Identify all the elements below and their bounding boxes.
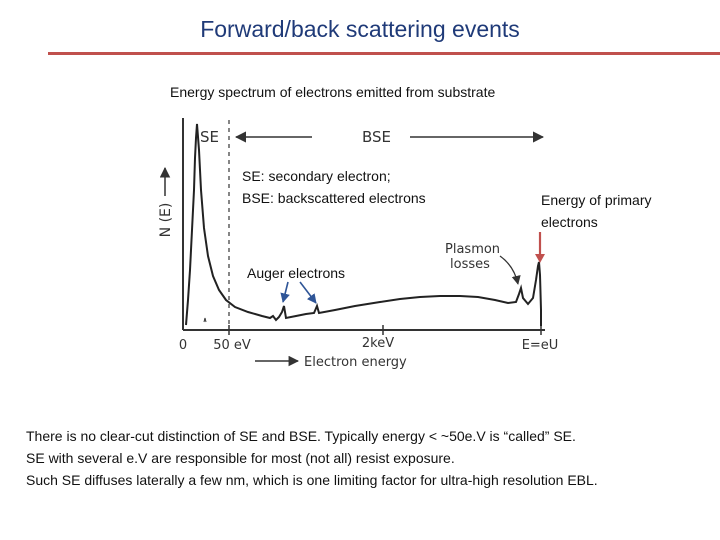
auger-arrow-1 bbox=[280, 281, 290, 303]
figure-heading: Energy spectrum of electrons emitted fro… bbox=[170, 84, 496, 100]
x-axis-label: Electron energy bbox=[304, 355, 407, 370]
low-energy-noise bbox=[203, 317, 207, 323]
se-definition: SE: secondary electron; bbox=[242, 168, 391, 184]
primary-energy-line1: Energy of primary bbox=[541, 192, 652, 208]
note-line-1: There is no clear-cut distinction of SE … bbox=[26, 428, 576, 444]
note-line-2: SE with several e.V are responsible for … bbox=[26, 450, 455, 466]
primary-energy-arrowhead bbox=[535, 254, 545, 263]
tick-label-50ev: 50 eV bbox=[213, 338, 251, 353]
spectrum-curve bbox=[185, 123, 542, 326]
plasmon-pointer bbox=[499, 255, 521, 285]
y-axis-label: N (E) bbox=[158, 203, 174, 238]
primary-energy-label: Energy of primary electrons bbox=[541, 189, 651, 233]
plasmon-label-line1: Plasmon bbox=[445, 242, 500, 257]
se-bse-definition: SE: secondary electron; BSE: backscatter… bbox=[242, 165, 426, 209]
bse-region-label: BSE bbox=[362, 128, 391, 146]
note-line-3: Such SE diffuses laterally a few nm, whi… bbox=[26, 472, 598, 488]
plasmon-label-line2: losses bbox=[450, 257, 490, 272]
bse-definition: BSE: backscattered electrons bbox=[242, 190, 426, 206]
title-divider bbox=[48, 52, 720, 55]
auger-arrow-2 bbox=[299, 281, 317, 304]
primary-energy-line2: electrons bbox=[541, 214, 598, 230]
tick-label-eu: E=eU bbox=[522, 338, 559, 353]
se-region-label: SE bbox=[200, 128, 219, 146]
tick-label-0: 0 bbox=[179, 338, 187, 353]
tick-label-2kev: 2keV bbox=[362, 336, 394, 351]
auger-label: Auger electrons bbox=[247, 265, 346, 281]
slide-title: Forward/back scattering events bbox=[200, 16, 520, 42]
notes: There is no clear-cut distinction of SE … bbox=[26, 425, 716, 491]
